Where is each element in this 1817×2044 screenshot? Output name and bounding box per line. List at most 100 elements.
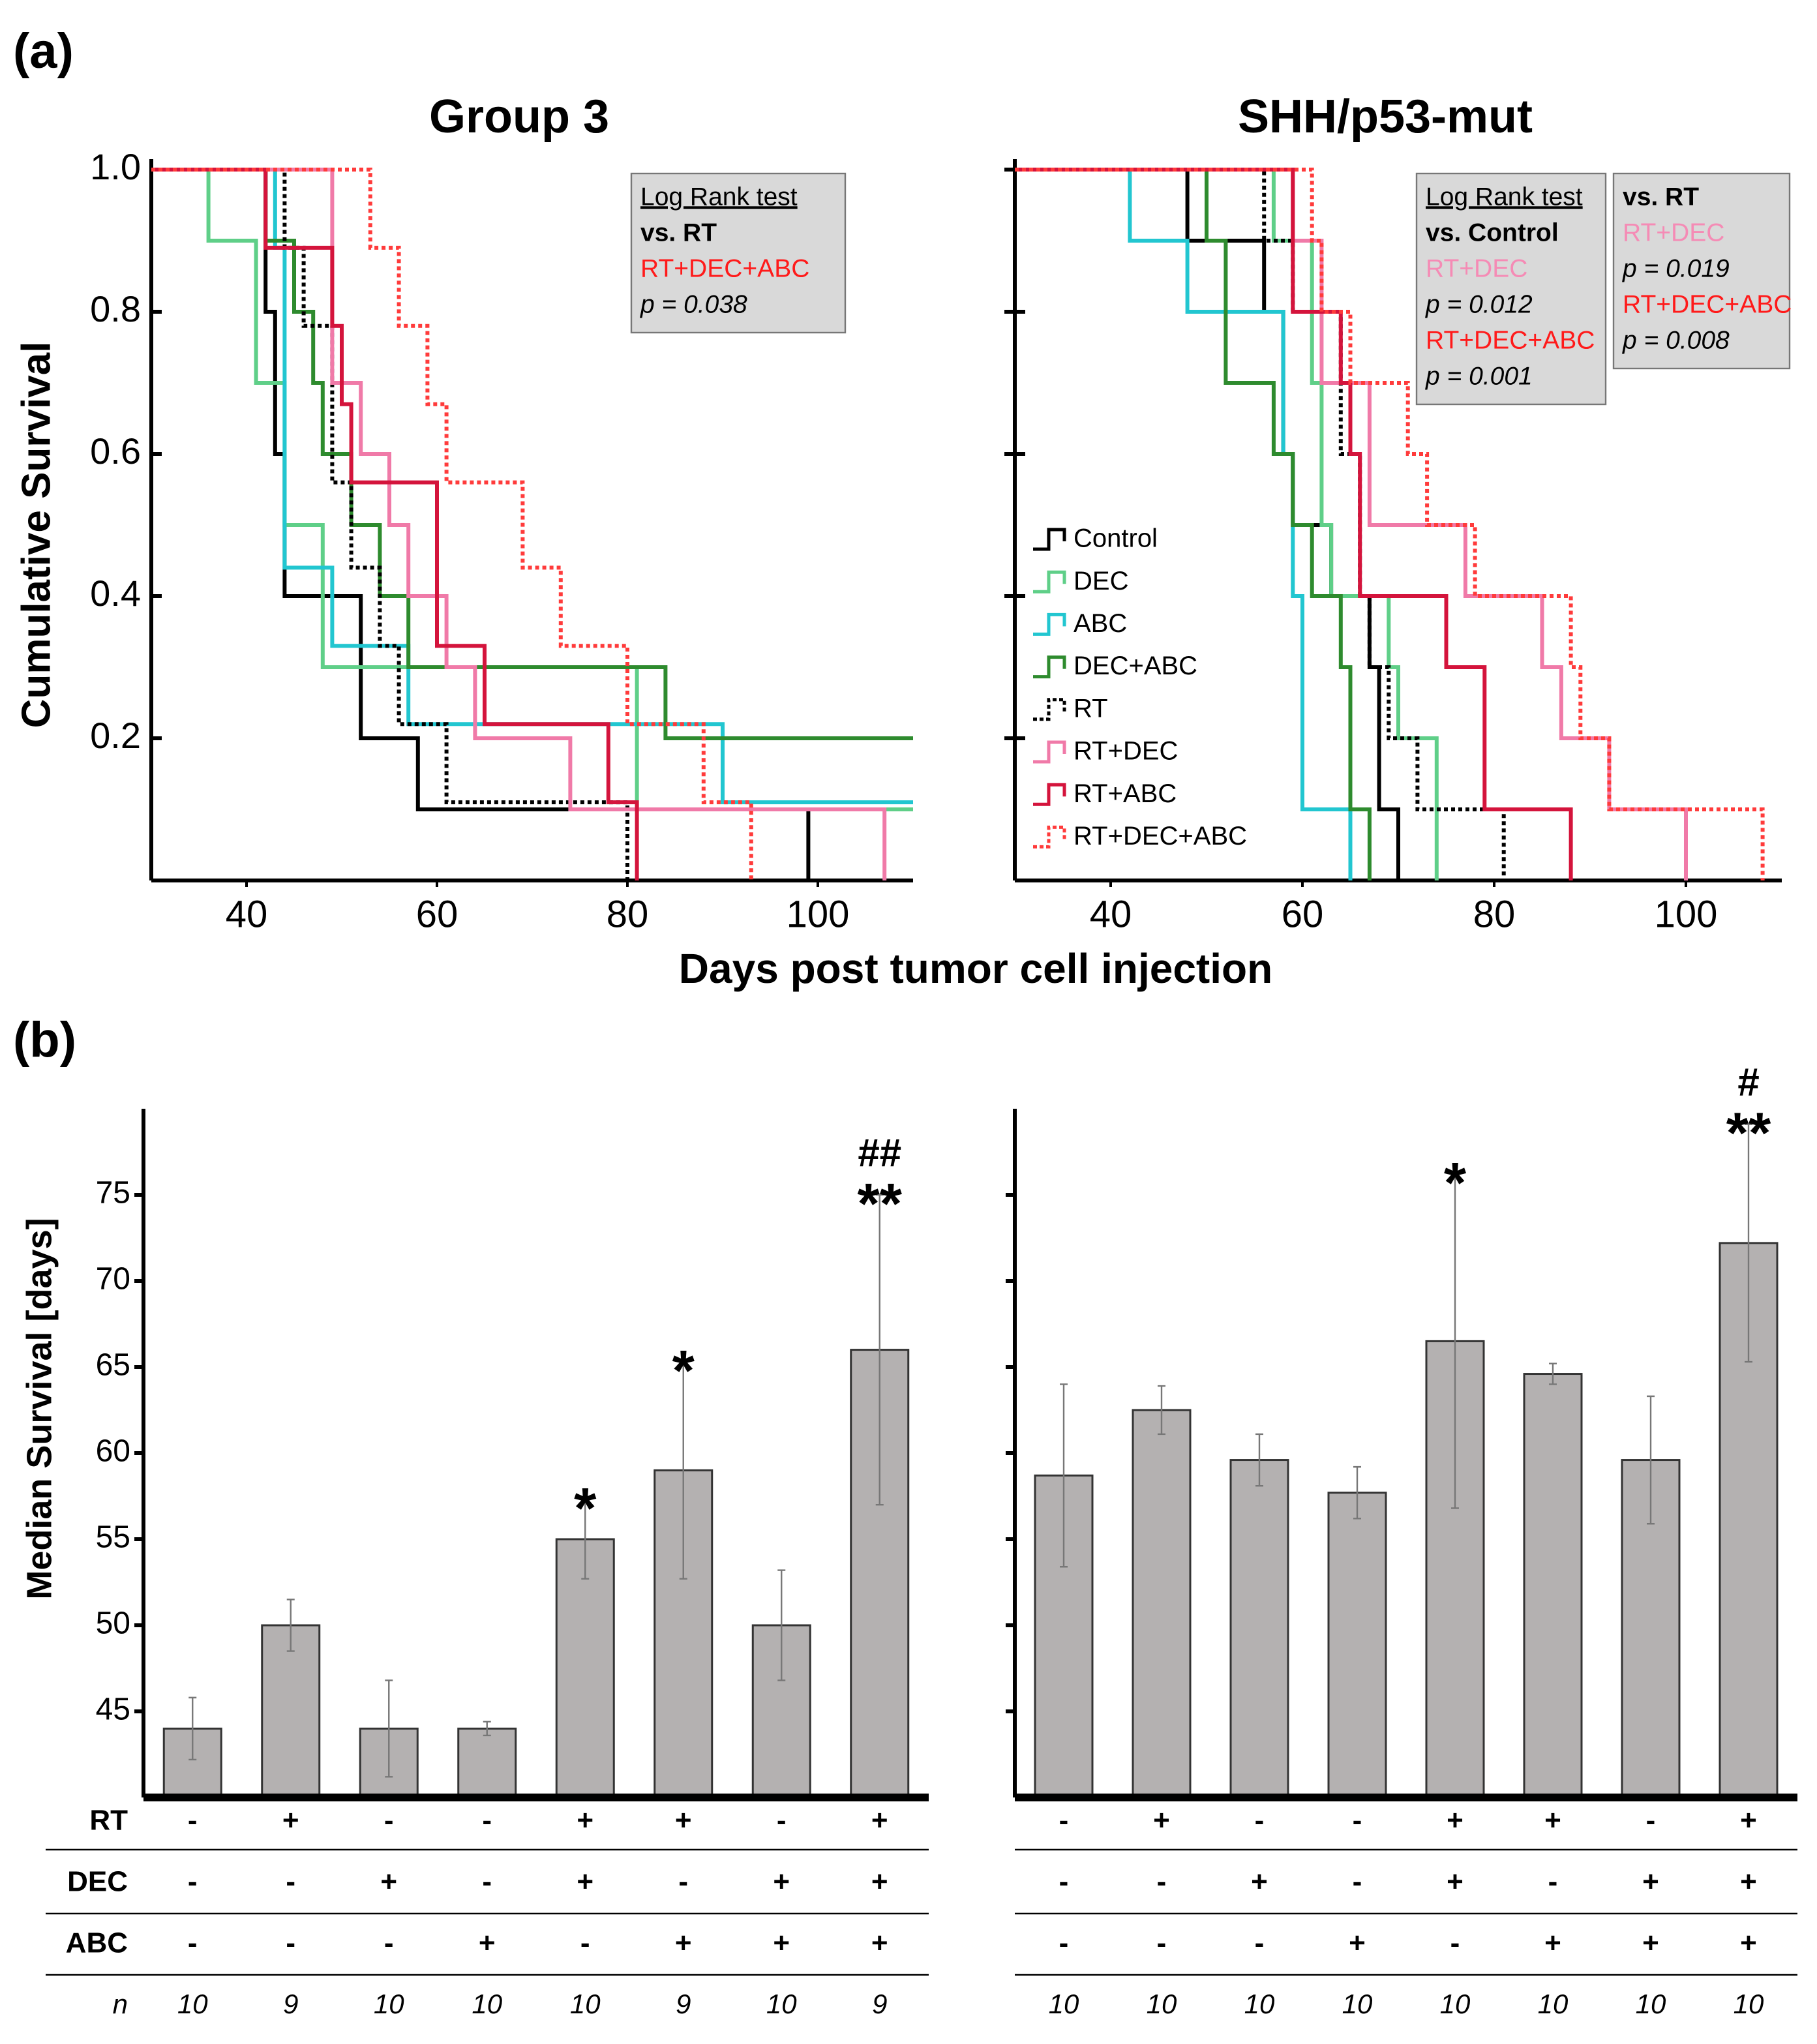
table-cell: -	[1353, 1805, 1362, 1837]
annotation-box	[1612, 172, 1791, 370]
table-cell: -	[1059, 1927, 1069, 1959]
bar	[162, 1727, 222, 1799]
annotation-text: RT+DEC	[1426, 254, 1527, 282]
chart-title: Group 3	[429, 91, 609, 143]
chart-title: SHH/p53-mut	[1238, 91, 1533, 143]
legend-label: RT+DEC+ABC	[1074, 822, 1247, 850]
table-cell: -	[1646, 1805, 1656, 1837]
x-tick-label: 40	[1090, 893, 1132, 935]
table-cell: +	[1544, 1805, 1561, 1837]
table-cell: -	[1255, 1927, 1265, 1959]
y-tick-label: 0.8	[90, 288, 141, 329]
y-tick-label: 0.4	[90, 573, 141, 614]
legend-label: DEC+ABC	[1074, 652, 1197, 680]
x-tick-label: 80	[1473, 893, 1516, 935]
table-cell: +	[479, 1927, 496, 1959]
legend-swatch	[1033, 740, 1066, 764]
legend-swatch	[1033, 698, 1066, 721]
significance-label: #	[1737, 1060, 1759, 1104]
y-tick-label: 65	[96, 1348, 130, 1383]
table-cell: -	[188, 1927, 198, 1959]
table-cell: -	[1255, 1805, 1265, 1837]
survival-curve	[1015, 168, 1573, 880]
legend-label: RT+ABC	[1074, 779, 1177, 808]
survival-curve	[1015, 168, 1506, 880]
y-tick-label: 1.0	[90, 146, 141, 187]
table-cell: +	[675, 1805, 692, 1837]
legend-swatch	[1033, 570, 1066, 594]
table-cell: -	[1059, 1805, 1069, 1837]
annotation-text: RT+DEC+ABC	[1426, 326, 1595, 354]
significance-label: ##	[858, 1131, 901, 1175]
panel-label: (b)	[13, 1012, 76, 1068]
table-n: 10	[1538, 1989, 1569, 2019]
error-bar	[581, 1499, 590, 1580]
legend-label: DEC	[1074, 567, 1128, 595]
survival-curve	[1015, 168, 1372, 880]
y-tick-label: 50	[96, 1606, 130, 1641]
table-cell: +	[1642, 1927, 1659, 1959]
table-cell: +	[773, 1866, 790, 1898]
table-n: 10	[374, 1989, 404, 2019]
bar	[1327, 1492, 1387, 1799]
table-cell: +	[675, 1927, 692, 1959]
table-cell: +	[380, 1866, 397, 1898]
bar	[1523, 1373, 1583, 1799]
table-cell: +	[577, 1866, 593, 1898]
annotation-text: p = 0.001	[1425, 362, 1533, 390]
annotation-text: Log Rank test	[1426, 183, 1583, 211]
significance-label: **	[1726, 1100, 1771, 1165]
annotation-text: vs. RT	[640, 218, 717, 247]
table-cell: +	[871, 1927, 888, 1959]
legend-label: Control	[1074, 524, 1158, 553]
survival-curve	[151, 168, 639, 880]
table-n: 9	[676, 1989, 691, 2019]
significance-label: *	[574, 1476, 597, 1541]
row-label: n	[113, 1989, 128, 2019]
y-tick-label: 0.2	[90, 715, 141, 756]
table-cell: -	[384, 1805, 394, 1837]
error-bar	[188, 1696, 197, 1761]
table-cell: +	[1740, 1866, 1757, 1898]
legend-label: RT	[1074, 694, 1108, 723]
error-bar	[483, 1721, 491, 1737]
x-axis-label: Days post tumor cell injection	[679, 945, 1272, 992]
significance-label: *	[1444, 1150, 1467, 1215]
bar	[1229, 1459, 1289, 1799]
annotation-box	[1415, 172, 1607, 406]
table-n: 9	[283, 1989, 298, 2019]
table-cell: +	[773, 1927, 790, 1959]
error-bar	[1060, 1383, 1068, 1568]
table-cell: -	[1450, 1927, 1460, 1959]
y-tick-label: 55	[96, 1520, 130, 1555]
table-n: 10	[1244, 1989, 1275, 2019]
table-cell: -	[1548, 1866, 1558, 1898]
table-cell: -	[1059, 1866, 1069, 1898]
significance-label: **	[858, 1171, 903, 1235]
row-label: RT	[89, 1805, 128, 1837]
error-bar	[679, 1360, 687, 1580]
table-cell: -	[188, 1805, 198, 1837]
table-cell: +	[1447, 1866, 1464, 1898]
error-bar	[1549, 1362, 1557, 1385]
table-cell: +	[577, 1805, 593, 1837]
x-tick-label: 60	[416, 893, 458, 935]
legend-swatch	[1033, 825, 1066, 849]
table-n: 10	[177, 1989, 208, 2019]
table-n: 10	[1049, 1989, 1079, 2019]
error-bar	[286, 1599, 295, 1652]
error-bar	[1158, 1385, 1165, 1435]
table-cell: +	[1153, 1805, 1170, 1837]
error-bar	[1255, 1433, 1263, 1487]
table-cell: +	[871, 1866, 888, 1898]
legend-swatch	[1033, 655, 1066, 679]
table-n: 10	[1734, 1989, 1764, 2019]
table-n: 10	[1147, 1989, 1177, 2019]
error-bar	[875, 1194, 884, 1506]
legend-swatch	[1033, 528, 1066, 551]
table-cell: -	[286, 1927, 295, 1959]
table-n: 10	[472, 1989, 502, 2019]
table-n: 10	[570, 1989, 601, 2019]
annotation-text: vs. Control	[1426, 218, 1559, 247]
